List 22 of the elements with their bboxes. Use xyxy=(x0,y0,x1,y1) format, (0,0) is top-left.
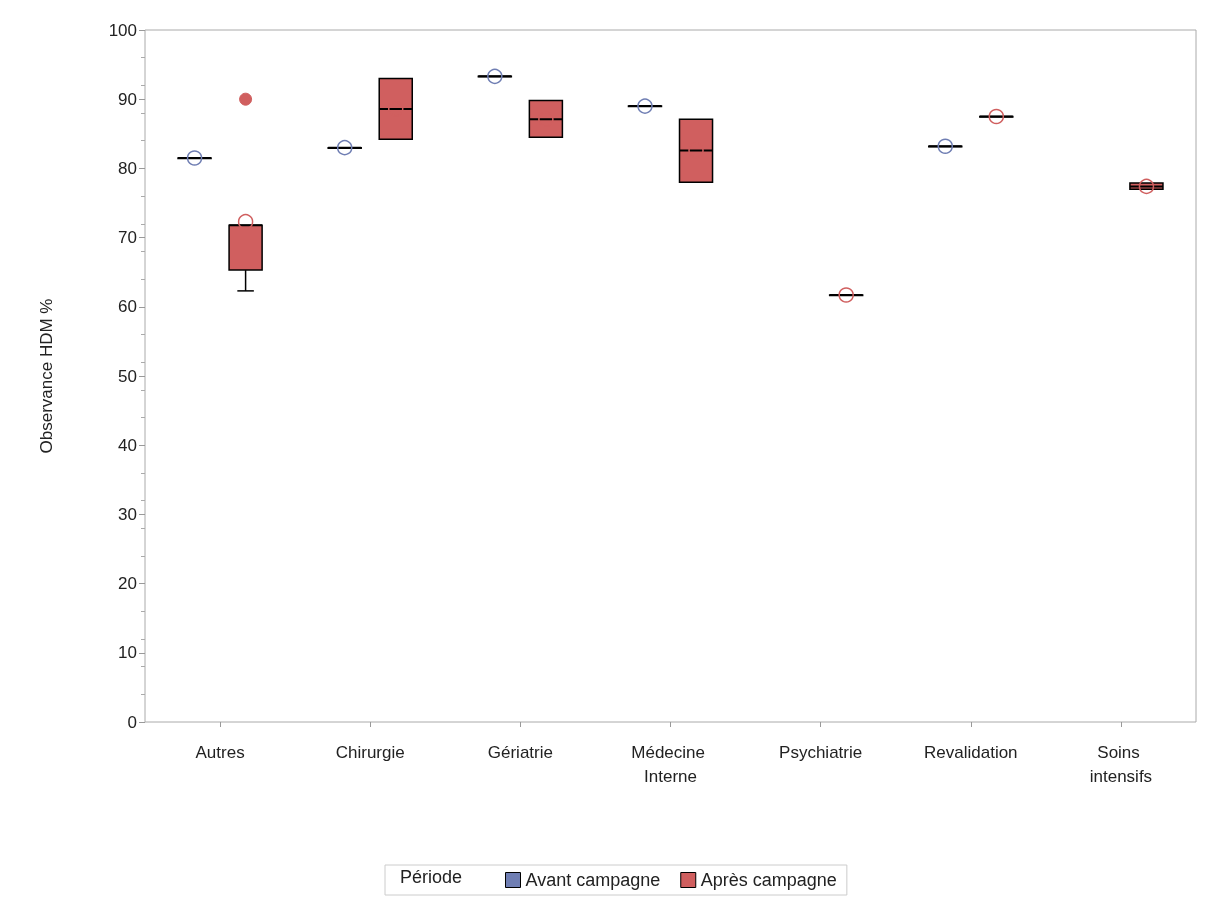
y-tick-label: 10 xyxy=(118,643,137,663)
y-tick-label: 20 xyxy=(118,574,137,594)
x-tick-label: Médecine Interne xyxy=(631,742,710,786)
y-tick-label: 0 xyxy=(127,712,137,732)
y-tick-label: 100 xyxy=(108,20,137,40)
y-tick-label: 40 xyxy=(118,435,137,455)
x-tick-label: Revalidation xyxy=(924,742,1018,762)
y-tick-label: 80 xyxy=(118,158,137,178)
y-tick-label: 60 xyxy=(118,297,137,317)
x-tick-label: Psychiatrie xyxy=(779,742,863,762)
legend-label: Après campagne xyxy=(700,870,837,890)
y-tick-label: 50 xyxy=(118,366,137,386)
x-tick-label: Gériatrie xyxy=(487,742,553,762)
x-tick-label: Autres xyxy=(195,742,245,762)
y-axis-title: Observance HDM % xyxy=(37,298,56,454)
y-tick-label: 70 xyxy=(118,228,137,248)
y-tick-label: 90 xyxy=(118,89,137,109)
x-tick-label: Chirurgie xyxy=(335,742,405,762)
legend-title: Période xyxy=(400,867,463,887)
x-tick-label: Soins intensifs xyxy=(1089,742,1153,786)
legend-label: Avant campagne xyxy=(525,870,661,890)
y-tick-label: 30 xyxy=(118,504,137,524)
